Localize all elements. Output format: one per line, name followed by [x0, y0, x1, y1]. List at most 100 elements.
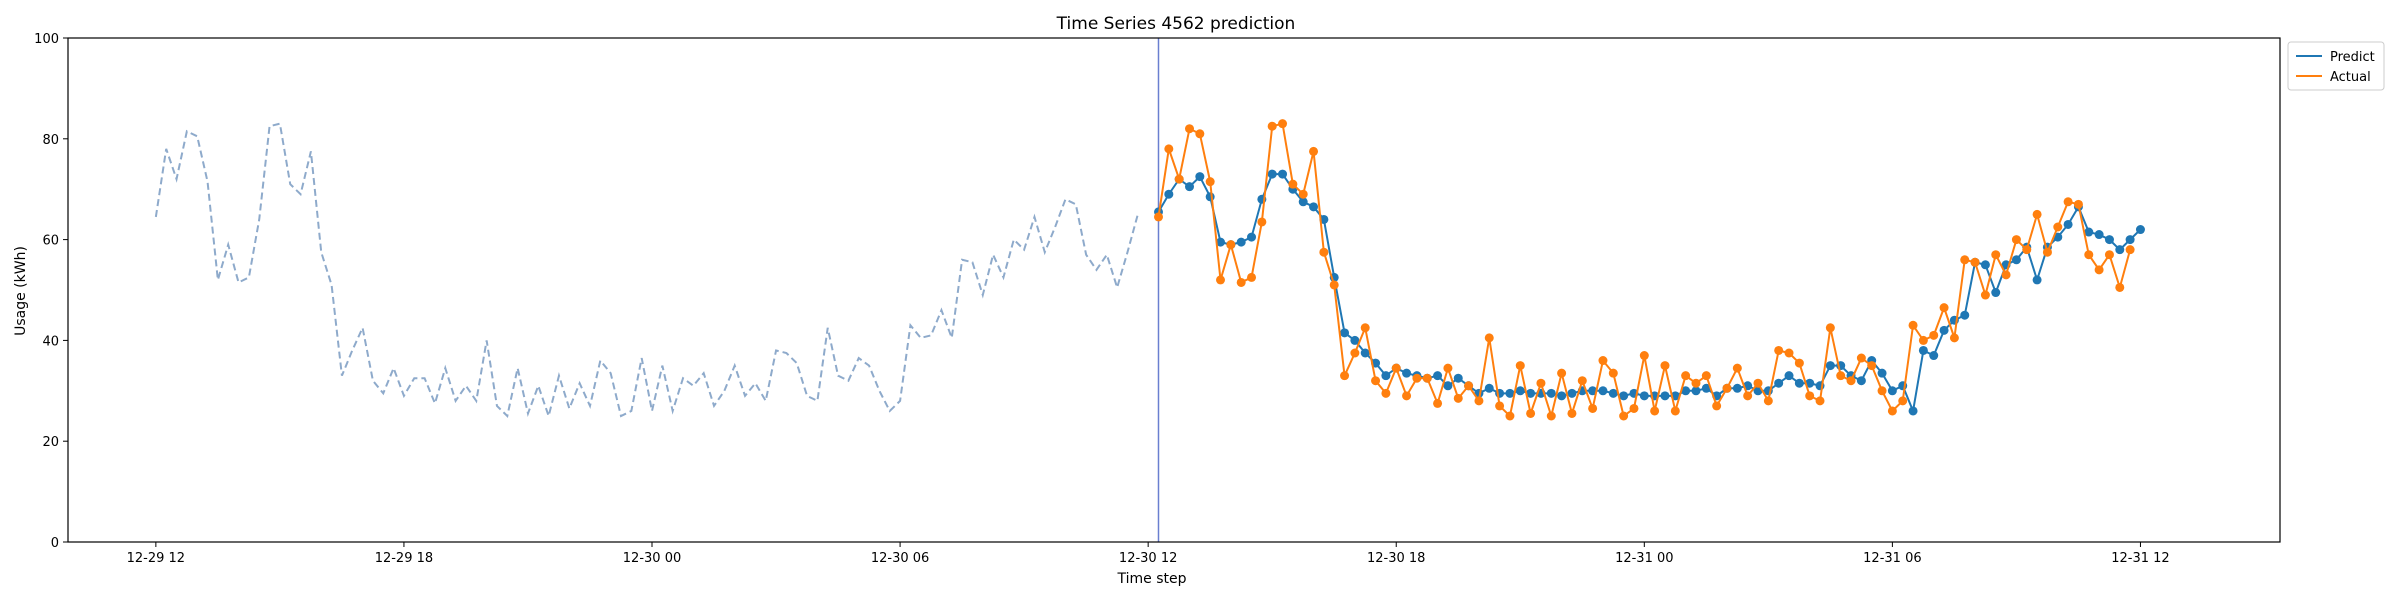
predict-point: [1877, 368, 1887, 378]
actual-point: [1267, 121, 1277, 131]
actual-point: [1164, 144, 1174, 154]
predict-point: [1619, 391, 1629, 401]
actual-point: [1391, 363, 1401, 373]
actual-point: [1433, 398, 1443, 408]
predict-point: [1681, 386, 1691, 396]
y-tick-label: 20: [42, 435, 59, 450]
actual-point: [1350, 348, 1360, 358]
predict-point: [1526, 388, 1536, 398]
actual-point: [2011, 235, 2021, 245]
predict-point: [1908, 406, 1918, 416]
actual-point: [1753, 378, 1763, 388]
predict-point: [1774, 378, 1784, 388]
actual-point: [2022, 245, 2032, 255]
predict-point: [1639, 391, 1649, 401]
actual-point: [1805, 391, 1815, 401]
actual-point: [1877, 386, 1887, 396]
predict-point: [1236, 237, 1246, 247]
x-tick-label: 12-29 12: [127, 551, 185, 566]
predict-point: [1205, 192, 1215, 202]
predict-point: [1267, 169, 1277, 179]
actual-point: [1856, 353, 1866, 363]
predict-point: [1216, 237, 1226, 247]
predict-point: [1453, 373, 1463, 383]
predict-point: [2032, 275, 2042, 285]
actual-point: [1794, 358, 1804, 368]
predict-point: [1732, 383, 1742, 393]
predict-point: [1784, 371, 1794, 381]
predict-point: [1164, 189, 1174, 199]
predict-point: [1887, 386, 1897, 396]
actual-point: [1226, 240, 1236, 250]
actual-point: [2053, 222, 2063, 232]
x-tick-label: 12-30 12: [1119, 551, 1177, 566]
predict-point: [1360, 348, 1370, 358]
actual-point: [1867, 361, 1877, 371]
actual-point: [2032, 209, 2042, 219]
chart-title: Time Series 4562 prediction: [1056, 14, 1296, 34]
predict-point: [1929, 351, 1939, 361]
actual-point: [1360, 323, 1370, 333]
actual-point: [1908, 320, 1918, 330]
y-tick-label: 40: [42, 334, 59, 349]
predict-point: [1825, 361, 1835, 371]
predict-point: [1402, 368, 1412, 378]
predict-point: [1546, 388, 1556, 398]
actual-point: [1629, 403, 1639, 413]
actual-point: [2094, 265, 2104, 275]
actual-point: [1577, 376, 1587, 386]
actual-point: [1608, 368, 1618, 378]
history-line: [154, 122, 1139, 420]
actual-point: [1205, 177, 1215, 187]
predict-point: [1939, 325, 1949, 335]
actual-point: [2063, 197, 2073, 207]
actual-point: [1949, 333, 1959, 343]
actual-point: [1381, 388, 1391, 398]
actual-point: [1784, 348, 1794, 358]
actual-point: [1815, 396, 1825, 406]
actual-point: [1929, 330, 1939, 340]
actual-point: [1650, 406, 1660, 416]
actual-point: [1236, 277, 1246, 287]
predict-point: [1794, 378, 1804, 388]
actual-point: [1329, 280, 1339, 290]
predict-point: [2084, 227, 2094, 237]
actual-point: [1247, 272, 1257, 282]
predict-point: [1505, 388, 1515, 398]
actual-point: [1484, 333, 1494, 343]
predict-point: [2115, 245, 2125, 255]
actual-point: [2042, 247, 2052, 257]
x-axis-label: Time step: [1117, 571, 1187, 587]
actual-point: [1991, 250, 2001, 260]
predict-point: [1557, 391, 1567, 401]
actual-point: [1619, 411, 1629, 421]
actual-point: [1154, 212, 1163, 222]
x-tick-label: 12-30 00: [623, 551, 681, 566]
y-tick-label: 0: [51, 536, 59, 551]
actual-point: [1340, 371, 1350, 381]
actual-point: [1536, 378, 1546, 388]
predict-point: [1991, 288, 2001, 298]
actual-point: [1474, 396, 1484, 406]
actual-point: [1939, 303, 1949, 313]
y-tick-label: 100: [34, 32, 59, 47]
actual-point: [2084, 250, 2094, 260]
actual-point: [1836, 371, 1846, 381]
actual-point: [1557, 368, 1567, 378]
actual-point: [1443, 363, 1453, 373]
predict-point: [2135, 225, 2145, 235]
actual-point: [1681, 371, 1691, 381]
predict-point: [1515, 386, 1525, 396]
predict-point: [1195, 172, 1205, 182]
actual-point: [1825, 323, 1835, 333]
x-tick-label: 12-31 06: [1863, 551, 1921, 566]
actual-point: [1639, 351, 1649, 361]
actual-point: [1505, 411, 1515, 421]
predict-point: [2125, 235, 2135, 245]
y-axis-label: Usage (kWh): [13, 246, 29, 336]
actual-point: [2073, 199, 2083, 209]
predict-point: [1598, 386, 1608, 396]
x-tick-label: 12-29 18: [375, 551, 433, 566]
predict-point: [1278, 169, 1288, 179]
predict-point: [1567, 388, 1577, 398]
